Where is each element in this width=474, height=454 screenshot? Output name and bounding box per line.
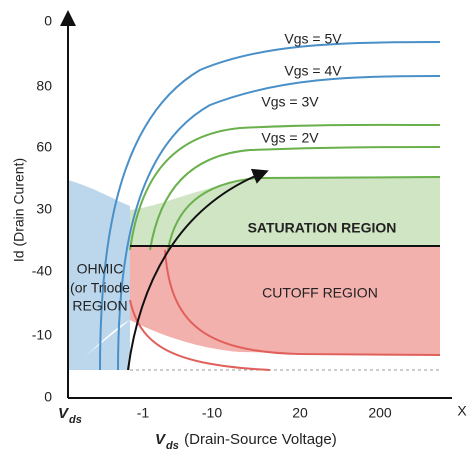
ohmic-label: (or Triode (70, 280, 130, 296)
y-tick-label: -40 (32, 263, 52, 279)
cutoff-curve-2 (164, 249, 441, 356)
y-axis-title: Id (Drain Curent) (11, 158, 27, 262)
x-title-symbol: V (155, 431, 167, 448)
x-end-label: X (457, 403, 467, 419)
cutoff-label: CUTOFF REGION (262, 285, 378, 301)
saturation-label: SATURATION REGION (248, 220, 397, 236)
x-tick-label: -1 (137, 405, 150, 421)
curve-label: Vgs = 5V (284, 31, 342, 47)
ohmic-area-bottom (68, 320, 130, 370)
x-origin-subscript: ds (69, 414, 82, 426)
cutoff-curve-1 (129, 299, 271, 371)
ohmic-area (68, 180, 130, 370)
ohmic-label: OHMIC (77, 261, 124, 277)
x-tick-label: -10 (202, 405, 222, 421)
curves (99, 41, 441, 371)
cutoff-area (130, 246, 440, 355)
x-title-rest: (Drain-Source Voltage) (180, 431, 337, 448)
ohmic-label: REGION (72, 298, 127, 314)
y-tick-label: 60 (36, 139, 52, 155)
curve-4v (117, 75, 441, 371)
x-origin-symbol: V (58, 405, 70, 422)
curve-label: Vgs = 3V (261, 94, 319, 110)
curve-2v (149, 146, 441, 251)
y-tick-label: 30 (36, 201, 52, 217)
y-tick-label: -10 (32, 327, 52, 343)
x-tick-label: 200 (368, 405, 392, 421)
curve-label: Vgs = 2V (261, 130, 319, 146)
x-tick-label: 20 (292, 405, 308, 421)
curve-5v (99, 41, 441, 371)
y-tick-label: 0 (44, 13, 52, 29)
arrow (127, 168, 269, 371)
y-tick-label: 0 (44, 389, 52, 405)
curve-label: Vgs = 4V (284, 63, 342, 79)
x-title-subscript: ds (166, 440, 179, 452)
y-tick-label: 80 (36, 78, 52, 94)
saturation-area (130, 176, 440, 246)
curve-3v (129, 123, 441, 251)
